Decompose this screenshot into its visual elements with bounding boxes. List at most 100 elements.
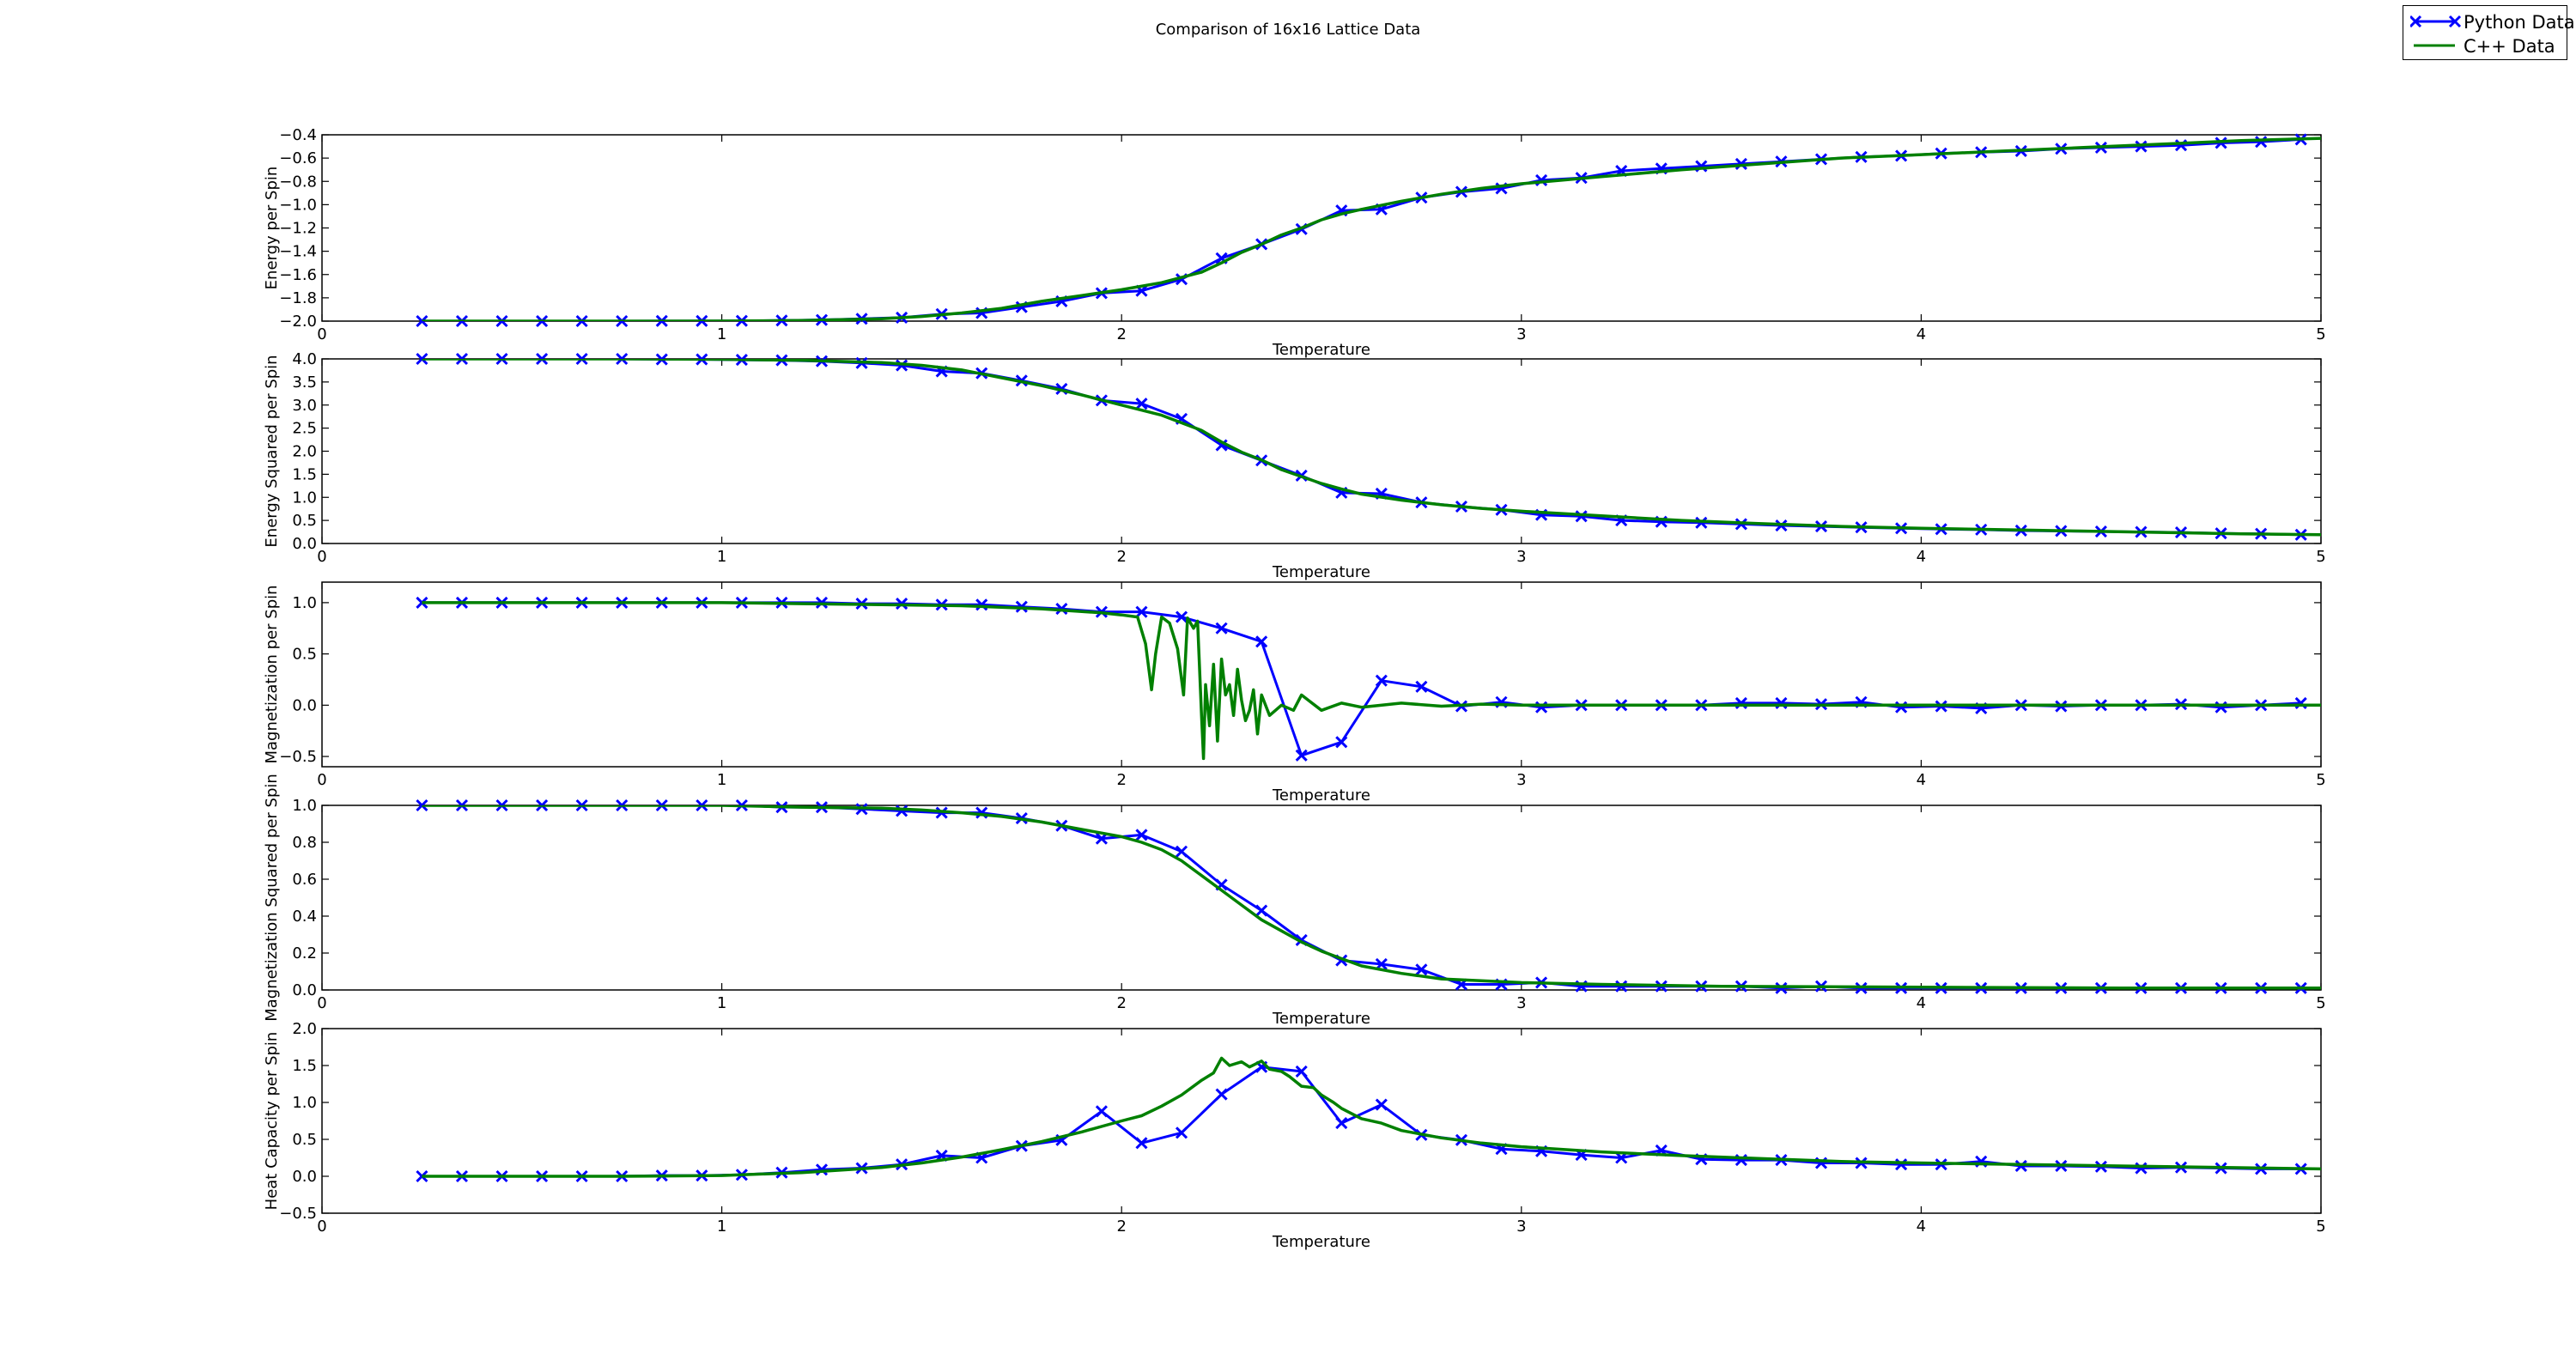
- panel5-python-point: [815, 1163, 829, 1176]
- panel3-xtick-label: 4: [1917, 771, 1926, 789]
- panel4-axes-frame: [321, 805, 2322, 991]
- panel5-python-point: [1175, 1126, 1188, 1139]
- panel1-cpp-series-line: [422, 137, 2321, 321]
- panel5-xtick-label: 2: [1116, 1217, 1126, 1236]
- panel4-ytick-label: 0.4: [292, 908, 317, 926]
- panel3-xtick-label: 3: [1516, 771, 1526, 789]
- panel4-python-point: [1775, 981, 1788, 994]
- panel2-ytick-label: 3.5: [292, 373, 317, 392]
- panel3-python-point: [1255, 635, 1268, 648]
- panel2-xtick-label: 1: [717, 548, 726, 566]
- panel5-python-point: [1215, 1088, 1228, 1101]
- panel5-axes-frame: [321, 1028, 2322, 1214]
- panel2-python-point: [1215, 439, 1228, 452]
- panel4-ytick-label: 1.0: [292, 797, 317, 815]
- panel5-ytick-label: 0.5: [292, 1131, 317, 1149]
- panel2-ytick-label: 1.5: [292, 465, 317, 483]
- panel5-python-point: [1895, 1158, 1908, 1171]
- panel2-ytick-label: 0.5: [292, 512, 317, 530]
- panel5-ytick-label: −0.5: [279, 1205, 317, 1223]
- panel3-cpp-series-line: [422, 601, 2321, 761]
- legend-entry-cpp: C++ Data: [2410, 34, 2568, 57]
- panel3-python-point: [1335, 736, 1348, 749]
- panel1-xtick-label: 0: [317, 325, 326, 343]
- panel4-xtick-label: 0: [317, 994, 326, 1012]
- legend-entry-python: Python Data: [2410, 10, 2575, 33]
- panel1-python-point: [2255, 136, 2268, 149]
- panel1-xtick-label: 4: [1917, 325, 1926, 343]
- panel2-xlabel: Temperature: [1272, 563, 1370, 581]
- panel2-xtick-label: 4: [1917, 548, 1926, 566]
- panel2-ytick-label: 0.0: [292, 535, 317, 553]
- panel2-xtick-label: 3: [1516, 548, 1526, 566]
- panel2-xtick-label: 2: [1116, 548, 1126, 566]
- panel5-python-point: [1135, 1137, 1148, 1150]
- panel4-xtick-label: 3: [1516, 994, 1526, 1012]
- panel3-ytick-label: −0.5: [279, 748, 317, 766]
- panel4-xlabel: Temperature: [1272, 1010, 1370, 1028]
- panel4-xtick-label: 5: [2316, 994, 2325, 1012]
- panel3-xtick-label: 0: [317, 771, 326, 789]
- panel1-python-series-line: [422, 137, 2301, 321]
- panel5-xtick-label: 1: [717, 1217, 726, 1236]
- panel4-xtick-label: 1: [717, 994, 726, 1012]
- panel4-ytick-label: 0.6: [292, 871, 317, 889]
- panel1-ytick-label: −1.4: [279, 243, 317, 261]
- panel4-ytick-label: 0.2: [292, 944, 317, 962]
- panel3-axes-frame: [321, 581, 2322, 768]
- panel2-ytick-label: 4.0: [292, 350, 317, 368]
- panel4-python-series-line: [422, 805, 2301, 990]
- panel2-ytick-label: 3.0: [292, 397, 317, 415]
- panel4-cpp-series-line: [422, 805, 2321, 990]
- panel5-cpp-series-line: [422, 1056, 2321, 1178]
- panel3-python-point: [1415, 680, 1428, 693]
- panel1-ytick-label: −1.0: [279, 196, 317, 214]
- panel4-python-point: [1135, 829, 1148, 841]
- panel2-xtick-label: 0: [317, 548, 326, 566]
- panel3-python-point: [1215, 622, 1228, 635]
- panel5-python-point: [1335, 1117, 1348, 1130]
- panel1-xlabel: Temperature: [1272, 341, 1370, 359]
- panel2-ytick-label: 2.0: [292, 443, 317, 461]
- panel5-ylabel: Heat Capacity per Spin: [263, 1032, 281, 1211]
- panel2-ylabel: Energy Squared per Spin: [263, 355, 281, 547]
- panel4-ytick-label: 0.0: [292, 981, 317, 999]
- panel2-axes-frame: [321, 358, 2322, 544]
- panel5-ytick-label: 2.0: [292, 1020, 317, 1038]
- panel4-python-point: [1175, 845, 1188, 858]
- panel2-python-point: [1135, 398, 1148, 410]
- panel1-ytick-label: −1.6: [279, 266, 317, 284]
- panel4-ytick-label: 0.8: [292, 834, 317, 852]
- panel2-ytick-label: 1.0: [292, 489, 317, 507]
- panel3-python-point: [1295, 749, 1308, 762]
- panel1-ytick-label: −0.8: [279, 173, 317, 191]
- panel3-xtick-label: 5: [2316, 771, 2325, 789]
- panel1-xtick-label: 3: [1516, 325, 1526, 343]
- panel5-xtick-label: 5: [2316, 1217, 2325, 1236]
- panel3-xtick-label: 1: [717, 771, 726, 789]
- panel4-python-point: [1255, 904, 1268, 917]
- panel3-python-point: [1175, 610, 1188, 623]
- panel1-axes-frame: [321, 134, 2322, 322]
- panel1-ytick-label: −0.6: [279, 149, 317, 167]
- panel5-xtick-label: 3: [1516, 1217, 1526, 1236]
- panel5-python-point: [1295, 1065, 1308, 1078]
- panel2-python-point: [1695, 516, 1708, 529]
- panel3-ytick-label: 1.0: [292, 594, 317, 612]
- panel1-ytick-label: −2.0: [279, 313, 317, 331]
- panel1-ylabel: Energy per Spin: [263, 167, 281, 290]
- panel5-xtick-label: 0: [317, 1217, 326, 1236]
- panel1-ytick-label: −0.4: [279, 126, 317, 144]
- panel4-python-point: [1615, 980, 1628, 993]
- panel5-xtick-label: 4: [1917, 1217, 1926, 1236]
- panel3-python-point: [1375, 674, 1388, 687]
- panel1-ytick-label: −1.8: [279, 289, 317, 307]
- panel2-ytick-label: 2.5: [292, 420, 317, 438]
- panel5-xlabel: Temperature: [1272, 1233, 1370, 1251]
- panel3-xlabel: Temperature: [1272, 786, 1370, 805]
- legend-cpp-swatch: [2414, 44, 2455, 47]
- panel4-xtick-label: 4: [1917, 994, 1926, 1012]
- panel5-ytick-label: 0.0: [292, 1168, 317, 1186]
- panel5-python-point: [1375, 1098, 1388, 1111]
